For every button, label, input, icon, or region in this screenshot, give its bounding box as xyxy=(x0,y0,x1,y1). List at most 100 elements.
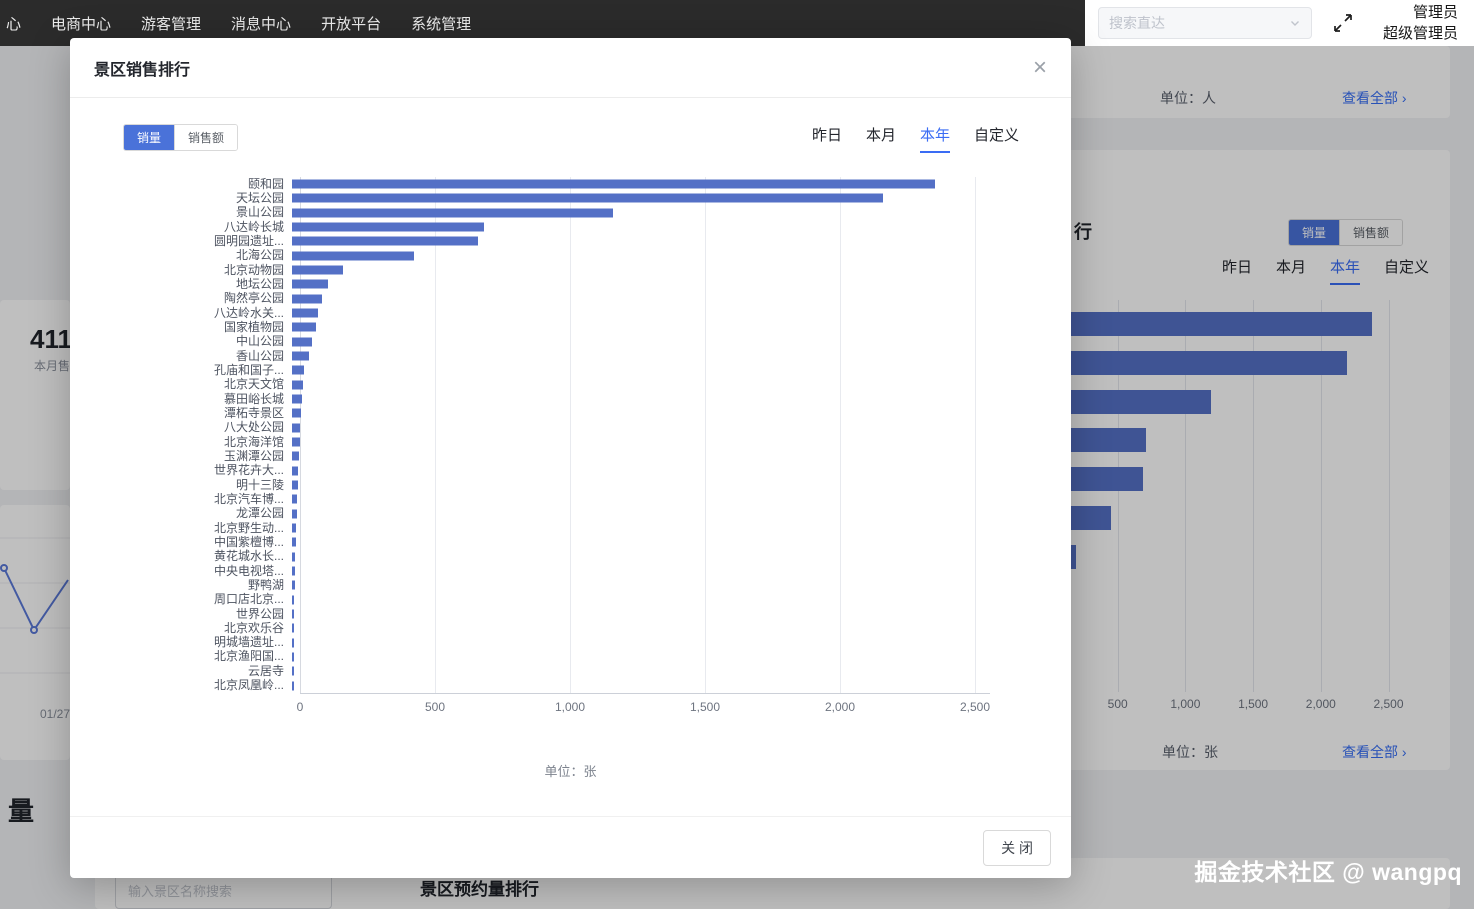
chart-bar xyxy=(292,208,614,218)
chart-bar xyxy=(292,552,296,562)
chart-category-label: 野鸭湖 xyxy=(247,577,284,592)
chart-gridline xyxy=(705,177,706,693)
modal-footer: 关 闭 xyxy=(70,816,1071,878)
bg-chart-gridline xyxy=(1253,300,1255,692)
chart-bar-area xyxy=(292,636,1030,650)
tab-custom[interactable]: 自定义 xyxy=(973,127,1019,144)
nav-item-ecommerce-center[interactable]: 电商中心 xyxy=(51,15,112,33)
chart-bar xyxy=(292,193,884,203)
chart-category-label: 北京动物园 xyxy=(223,262,284,277)
bg-chart-gridline xyxy=(1185,300,1187,692)
chart-bar-area xyxy=(292,564,1030,578)
chart-row: 玉渊潭公园 xyxy=(90,449,1030,463)
chart-gridline xyxy=(975,177,976,693)
bg-tab-yesterday[interactable]: 昨日 xyxy=(1222,259,1253,276)
view-all-link-ranking[interactable]: 查看全部 › xyxy=(1342,744,1407,760)
chart-bar-area xyxy=(292,650,1030,664)
chart-bar-area xyxy=(292,535,1030,549)
tab-this-month[interactable]: 本月 xyxy=(865,127,896,144)
chart-bar xyxy=(292,294,322,304)
bg-tab-custom[interactable]: 自定义 xyxy=(1384,259,1430,276)
chart-row: 北京欢乐谷 xyxy=(90,621,1030,635)
bg-chart-bar xyxy=(1050,389,1212,414)
chart-bar-area xyxy=(292,464,1030,478)
nav-item-visitor-management[interactable]: 游客管理 xyxy=(141,15,202,33)
view-all-link-top[interactable]: 查看全部 › xyxy=(1342,90,1407,106)
chart-bar xyxy=(292,380,303,390)
chart-row: 北京动物园 xyxy=(90,263,1030,277)
chart-row: 中央电视塔... xyxy=(90,564,1030,578)
chart-bar xyxy=(292,623,294,633)
chart-row: 八达岭水关... xyxy=(90,306,1030,320)
chart-gridline xyxy=(840,177,841,693)
chart-bar xyxy=(292,351,309,361)
chart-bar xyxy=(292,337,313,347)
global-search-select[interactable] xyxy=(1098,7,1312,39)
chart-category-label: 中山公园 xyxy=(235,334,284,349)
toggle-sales-volume[interactable]: 销量 xyxy=(124,125,175,150)
chart-axis-tick: 500 xyxy=(424,700,446,714)
bg-chart-gridline xyxy=(1388,300,1390,692)
nav-item-open-platform[interactable]: 开放平台 xyxy=(321,15,382,33)
fullscreen-icon[interactable] xyxy=(1332,12,1354,34)
close-button[interactable]: 关 闭 xyxy=(983,829,1051,866)
bg-chart-gridline xyxy=(1117,300,1119,692)
chart-category-label: 世界公园 xyxy=(235,606,284,621)
chart-bar-area xyxy=(292,392,1030,406)
nav-item-message-center[interactable]: 消息中心 xyxy=(231,15,292,33)
chart-bar xyxy=(292,609,295,619)
user-menu[interactable]: 管理员 超级管理员 xyxy=(1383,2,1458,44)
nav-item-center-fragment[interactable]: 心 xyxy=(6,15,22,33)
scenic-search-box xyxy=(115,873,332,909)
chart-row: 孔庙和国子... xyxy=(90,363,1030,377)
scenic-search-input[interactable] xyxy=(128,883,319,899)
chart-bar-area xyxy=(292,277,1030,291)
chart-row: 八达岭长城 xyxy=(90,220,1030,234)
bg-tab-this-year[interactable]: 本年 xyxy=(1330,256,1361,285)
chart-bar-area xyxy=(292,191,1030,205)
tab-yesterday[interactable]: 昨日 xyxy=(811,127,842,144)
chart-bar xyxy=(292,681,294,691)
nav-item-system-management[interactable]: 系统管理 xyxy=(411,15,472,33)
chart-category-label: 北京天文馆 xyxy=(223,377,284,392)
chart-category-label: 北京渔阳国... xyxy=(213,649,284,664)
chart-bar xyxy=(292,265,344,275)
bg-time-tabs: 昨日 本月 本年 自定义 xyxy=(1222,256,1429,285)
unit-people-label: 单位：人 xyxy=(1160,90,1216,106)
chart-bar xyxy=(292,408,301,418)
chart-row: 北京野生动... xyxy=(90,521,1030,535)
chart-bar-area xyxy=(292,507,1030,521)
chart-category-label: 香山公园 xyxy=(235,348,284,363)
chart-category-label: 八达岭水关... xyxy=(213,305,284,320)
chart-category-label: 云居寺 xyxy=(247,663,284,678)
chart-bar-area xyxy=(292,435,1030,449)
chart-bar-area xyxy=(292,249,1030,263)
chart-category-label: 世界花卉大... xyxy=(213,463,284,478)
toggle-sales-amount[interactable]: 销售额 xyxy=(174,125,238,150)
chart-unit-label: 单位：张 xyxy=(544,764,597,779)
bg-tab-this-month[interactable]: 本月 xyxy=(1276,259,1307,276)
bg-chart-tick: 1,000 xyxy=(1170,697,1201,711)
top-navbar: 心 电商中心 游客管理 消息中心 开放平台 系统管理 xyxy=(0,0,1474,46)
bg-chart-grid xyxy=(1050,300,1395,692)
chart-bar xyxy=(292,480,298,490)
chart-category-label: 北京汽车博... xyxy=(213,491,284,506)
line-chart-x-label: 01/27 xyxy=(40,707,71,721)
chart-bar xyxy=(292,595,295,605)
chart-bar xyxy=(292,652,294,662)
chart-bar xyxy=(292,279,329,289)
chart-row: 香山公园 xyxy=(90,349,1030,363)
chart-row: 潭柘寺景区 xyxy=(90,406,1030,420)
chart-bar-area xyxy=(292,449,1030,463)
bg-toggle-sales-amount[interactable]: 销售额 xyxy=(1339,220,1403,245)
watermark: 掘金技术社区 @ wangpq xyxy=(1194,859,1462,885)
bg-toggle-sales-volume[interactable]: 销量 xyxy=(1289,220,1340,245)
chart-row: 世界公园 xyxy=(90,607,1030,621)
chart-category-label: 国家植物园 xyxy=(223,319,284,334)
reservation-ranking-title: 景区预约量排行 xyxy=(420,880,539,899)
global-search-input[interactable] xyxy=(1109,15,1289,31)
chart-bar-area xyxy=(292,621,1030,635)
bg-chart-tick: 2,500 xyxy=(1373,697,1404,711)
tab-this-year[interactable]: 本年 xyxy=(919,124,950,153)
close-icon[interactable]: × xyxy=(1032,53,1047,81)
